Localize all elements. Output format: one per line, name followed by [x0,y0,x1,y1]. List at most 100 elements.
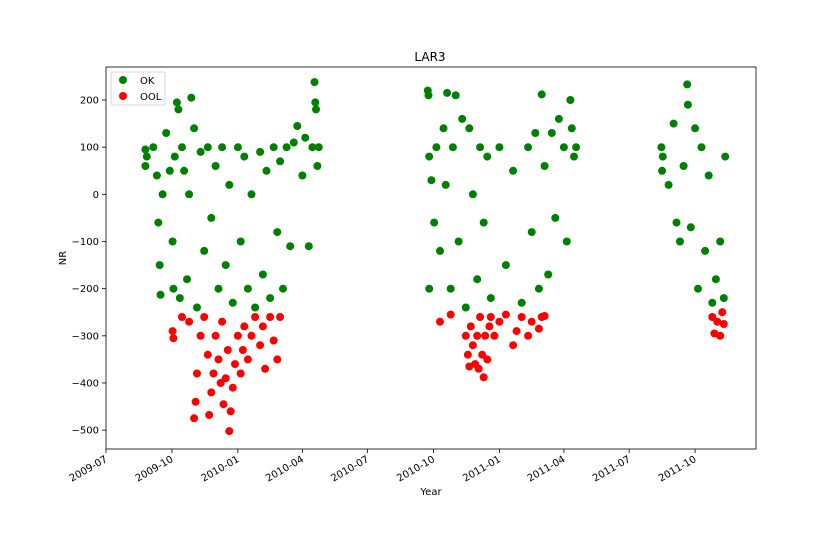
point-ok [301,133,310,142]
point-ok [293,122,302,130]
y-tick-label: −200 [72,284,99,295]
point-ool [478,350,487,359]
point-ok [430,218,439,227]
point-ool [214,355,223,364]
x-tick-label: 2011-10 [657,454,699,484]
point-ok [298,171,307,180]
point-ool [211,331,220,340]
point-ok [679,162,688,170]
point-ok [308,143,317,152]
point-ok [168,237,177,246]
x-tick-label: 2010-10 [395,454,437,484]
x-tick-label: 2010-01 [200,454,242,484]
point-ool [495,317,504,326]
point-ool [719,320,728,328]
point-ok [567,124,576,133]
plot-area [141,78,730,436]
point-ok [282,143,291,152]
point-ok [468,190,477,199]
point-ok [572,143,581,152]
point-ool [718,308,727,317]
point-ok [495,143,504,152]
point-ok [165,166,174,175]
point-ok [266,294,275,303]
y-tick-label: 0 [93,190,99,201]
point-ool [247,331,256,340]
point-ool [461,331,470,340]
point-ok [276,157,285,166]
point-ool [178,313,186,321]
point-ok [279,284,287,293]
point-ool [527,317,536,326]
point-ok [694,284,702,293]
point-ool [233,331,242,340]
point-ok [172,98,181,107]
point-ok [170,152,179,161]
point-ool [446,310,455,319]
legend-marker-ool [119,92,127,100]
point-ool [238,346,247,354]
point-ool [473,331,482,340]
point-ool [190,414,199,423]
point-ok [554,114,563,123]
point-ok [218,143,227,152]
point-ok [509,166,518,175]
legend-marker-ok [119,76,127,84]
point-ool [225,427,234,436]
point-ok [711,275,720,284]
point-ool [240,322,249,331]
point-ool [463,350,472,359]
point-ool [509,341,518,350]
point-ool [243,355,252,364]
point-ool [436,317,444,326]
point-ool [501,310,510,319]
point-ok [185,190,194,199]
point-ok [313,162,322,170]
point-ok [269,143,278,152]
y-axis-label: NR [58,251,69,265]
point-ok [424,91,433,100]
point-ok [540,162,549,170]
point-ool [524,331,533,340]
y-tick-label: −500 [72,426,99,437]
point-ool [269,336,278,345]
point-ok [312,105,320,114]
point-ool [228,383,237,392]
point-ool [191,397,200,406]
point-ool [481,331,490,340]
series-ool [168,308,728,436]
point-ok [190,124,199,133]
point-ok [458,114,467,123]
point-ool [266,313,275,321]
point-ok [537,90,546,99]
point-ool [466,322,475,331]
point-ool [474,364,483,373]
point-ok [476,143,485,152]
point-ok [289,138,298,147]
point-ok [174,105,183,114]
point-ok [258,270,267,279]
point-ok [233,143,242,152]
point-ool [223,346,232,354]
point-ool [226,407,235,416]
point-ok [719,294,728,303]
point-ok [676,237,684,246]
point-ok [314,143,323,152]
point-ok [149,143,158,152]
point-ool [708,313,717,321]
point-ok [236,237,245,246]
point-ok [658,166,667,175]
point-ok [669,119,678,128]
x-axis-label: Year [419,487,442,498]
x-tick-label: 2010-04 [264,454,306,484]
point-ok [570,152,578,161]
y-tick-label: 200 [80,96,99,107]
x-tick-label: 2009-10 [134,454,176,484]
point-ool [207,388,216,397]
chart-title: LAR3 [414,50,445,64]
point-ok [531,129,540,137]
point-ool [476,313,485,321]
point-ok [214,284,223,293]
point-ool [273,355,282,364]
point-ok [691,124,700,133]
